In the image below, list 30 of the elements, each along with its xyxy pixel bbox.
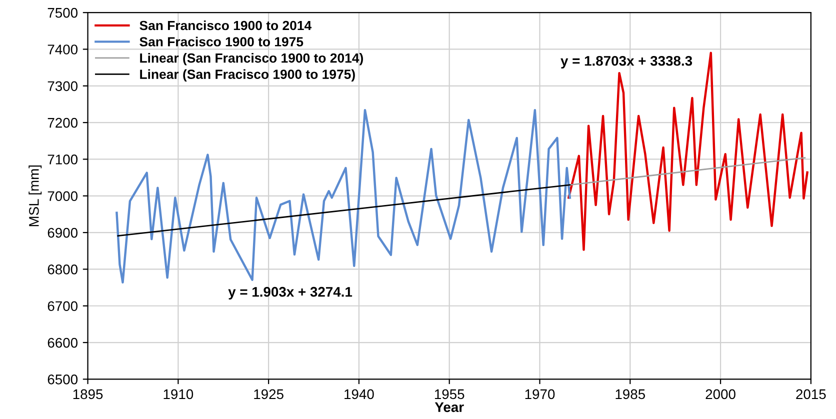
y-tick-label: 7000 — [48, 191, 78, 202]
y-tick-label: 6700 — [48, 301, 78, 312]
x-tick-label: 1940 — [344, 389, 374, 400]
x-tick-label: 1970 — [525, 389, 555, 400]
y-tick-label: 7500 — [48, 8, 78, 18]
line-series — [568, 52, 808, 251]
y-axis-title: MSL [mm] — [28, 165, 42, 226]
y-tick-label: 6600 — [48, 338, 78, 348]
x-tick-label: 2000 — [706, 389, 736, 400]
x-tick-label: 1955 — [434, 389, 464, 400]
x-tick-label: 1895 — [73, 389, 103, 400]
line-series — [116, 108, 571, 284]
x-tick-label: 1985 — [616, 389, 646, 400]
y-tick-label: 7200 — [48, 118, 78, 128]
y-tick-label: 6800 — [48, 264, 78, 274]
annotation: y = 1.903x + 3274.1 — [228, 286, 352, 300]
x-tick-label: 1925 — [254, 389, 284, 400]
legend-label: San Fracisco 1900 to 1975 — [140, 36, 304, 46]
x-tick-label: 2015 — [796, 389, 826, 400]
legend-label: Linear (San Fracisco 1900 to 1975) — [140, 69, 355, 82]
y-tick-label: 7100 — [48, 154, 78, 164]
y-tick-label: 6900 — [48, 228, 78, 238]
annotation: y = 1.8703x + 3338.3 — [560, 56, 692, 69]
legend-label: Linear (San Francisco 1900 to 2014) — [140, 53, 363, 66]
x-tick-label: 1910 — [164, 389, 194, 400]
y-tick-label: 7300 — [48, 81, 78, 92]
legend-label: San Francisco 1900 to 2014 — [140, 20, 312, 30]
x-axis-title: Year — [434, 402, 464, 412]
y-tick-label: 7400 — [48, 44, 78, 54]
y-tick-label: 6500 — [48, 374, 78, 384]
